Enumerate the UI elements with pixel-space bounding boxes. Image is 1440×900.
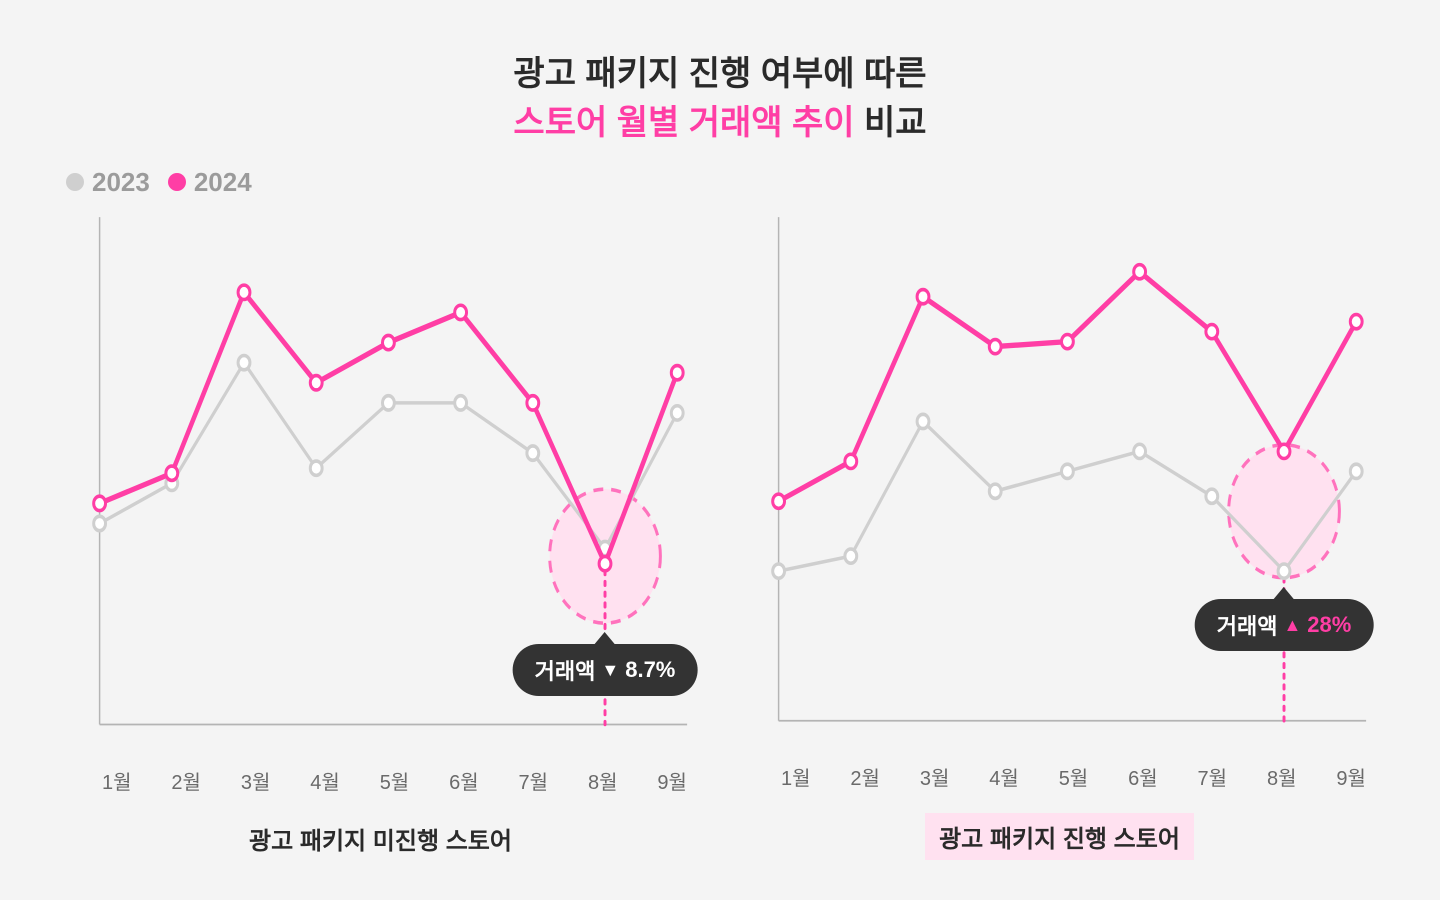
legend-dot-2024 bbox=[168, 173, 186, 191]
tooltip-prefix: 거래액 bbox=[535, 654, 596, 686]
charts-row: 거래액 ▼ 8.7% 1월 2월 3월 4월 5월 6월 7월 8월 9월 광고 패키지 미진행 … bbox=[40, 210, 1400, 860]
xaxis-tick: 7월 bbox=[519, 766, 549, 795]
xaxis-tick: 6월 bbox=[1128, 762, 1158, 791]
subtitle-right: 광고 패키지 진행 스토어 bbox=[925, 813, 1194, 860]
xaxis-tick: 4월 bbox=[310, 766, 340, 795]
xaxis-tick: 1월 bbox=[102, 766, 132, 795]
legend-dot-2023 bbox=[66, 173, 84, 191]
tooltip-value: 8.7% bbox=[625, 657, 675, 683]
legend-label-2023: 2023 bbox=[92, 167, 150, 198]
xaxis-tick: 2월 bbox=[171, 766, 201, 795]
title-line1: 광고 패키지 진행 여부에 따른 bbox=[513, 55, 926, 93]
xaxis-tick: 2월 bbox=[850, 762, 880, 791]
chart-svg-right: 거래액 ▲ 28% bbox=[743, 210, 1376, 756]
tooltip-up-triangle-icon: ▲ bbox=[1283, 616, 1301, 634]
xaxis-tick: 8월 bbox=[1267, 762, 1297, 791]
xaxis-labels-left: 1월 2월 3월 4월 5월 6월 7월 8월 9월 bbox=[64, 760, 697, 795]
xaxis-tick: 6월 bbox=[449, 766, 479, 795]
legend: 2023 2024 bbox=[66, 167, 1400, 198]
chart-panel-right: 거래액 ▲ 28% 1월 2월 3월 4월 5월 6월 7월 8월 9월 광고 패키지 진행 스토… bbox=[743, 210, 1376, 860]
xaxis-labels-right: 1월 2월 3월 4월 5월 6월 7월 8월 9월 bbox=[743, 756, 1376, 791]
xaxis-tick: 8월 bbox=[588, 766, 618, 795]
tooltip-value: 28% bbox=[1307, 612, 1351, 638]
chart-container: 광고 패키지 진행 여부에 따른 스토어 월별 거래액 추이 비교 2023 2… bbox=[0, 0, 1440, 900]
xaxis-tick: 1월 bbox=[781, 762, 811, 791]
chart-panel-left: 거래액 ▼ 8.7% 1월 2월 3월 4월 5월 6월 7월 8월 9월 광고 패키지 미진행 … bbox=[64, 210, 697, 860]
tooltip-down-triangle-icon: ▼ bbox=[601, 661, 619, 679]
chart-svg-left: 거래액 ▼ 8.7% bbox=[64, 210, 697, 760]
tooltip-svg-right: 거래액 ▲ 28% bbox=[1195, 599, 1374, 651]
xaxis-tick: 3월 bbox=[920, 762, 950, 791]
xaxis-tick: 5월 bbox=[380, 766, 410, 795]
title-suffix: 비교 bbox=[855, 104, 927, 142]
subtitle-left: 광고 패키지 미진행 스토어 bbox=[64, 817, 697, 860]
title-accent: 스토어 월별 거래액 추이 bbox=[513, 104, 854, 142]
xaxis-tick: 9월 bbox=[1336, 762, 1366, 791]
xaxis-tick: 9월 bbox=[657, 766, 687, 795]
xaxis-tick: 7월 bbox=[1198, 762, 1228, 791]
tooltip-prefix: 거래액 bbox=[1217, 609, 1278, 641]
page-title: 광고 패키지 진행 여부에 따른 스토어 월별 거래액 추이 비교 bbox=[40, 50, 1400, 149]
tooltip-svg-left: 거래액 ▼ 8.7% bbox=[513, 644, 698, 696]
legend-item-2024: 2024 bbox=[168, 167, 252, 198]
xaxis-tick: 3월 bbox=[241, 766, 271, 795]
xaxis-tick: 5월 bbox=[1059, 762, 1089, 791]
legend-item-2023: 2023 bbox=[66, 167, 150, 198]
xaxis-tick: 4월 bbox=[989, 762, 1019, 791]
legend-label-2024: 2024 bbox=[194, 167, 252, 198]
